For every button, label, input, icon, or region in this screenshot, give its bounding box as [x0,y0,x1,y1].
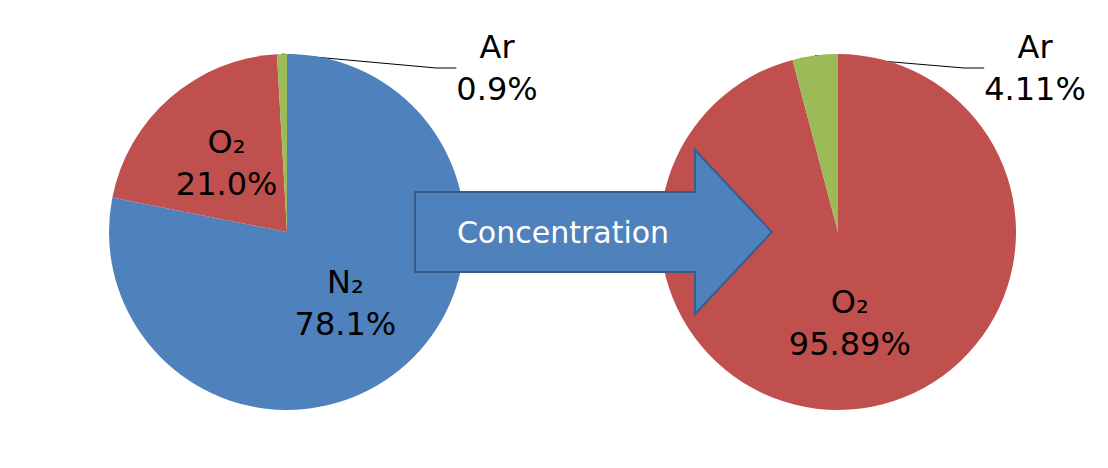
svg-text:21.0%: 21.0% [176,165,278,203]
svg-text:95.89%: 95.89% [789,325,911,363]
svg-text:N₂: N₂ [327,263,364,301]
svg-text:78.1%: 78.1% [295,305,397,343]
svg-text:O₂: O₂ [831,283,869,321]
svg-text:Concentration: Concentration [457,215,669,250]
svg-text:O₂: O₂ [208,123,246,161]
svg-text:4.11%: 4.11% [984,70,1086,108]
svg-text:0.9%: 0.9% [456,70,537,108]
svg-text:Ar: Ar [479,28,515,66]
svg-text:Ar: Ar [1017,28,1053,66]
